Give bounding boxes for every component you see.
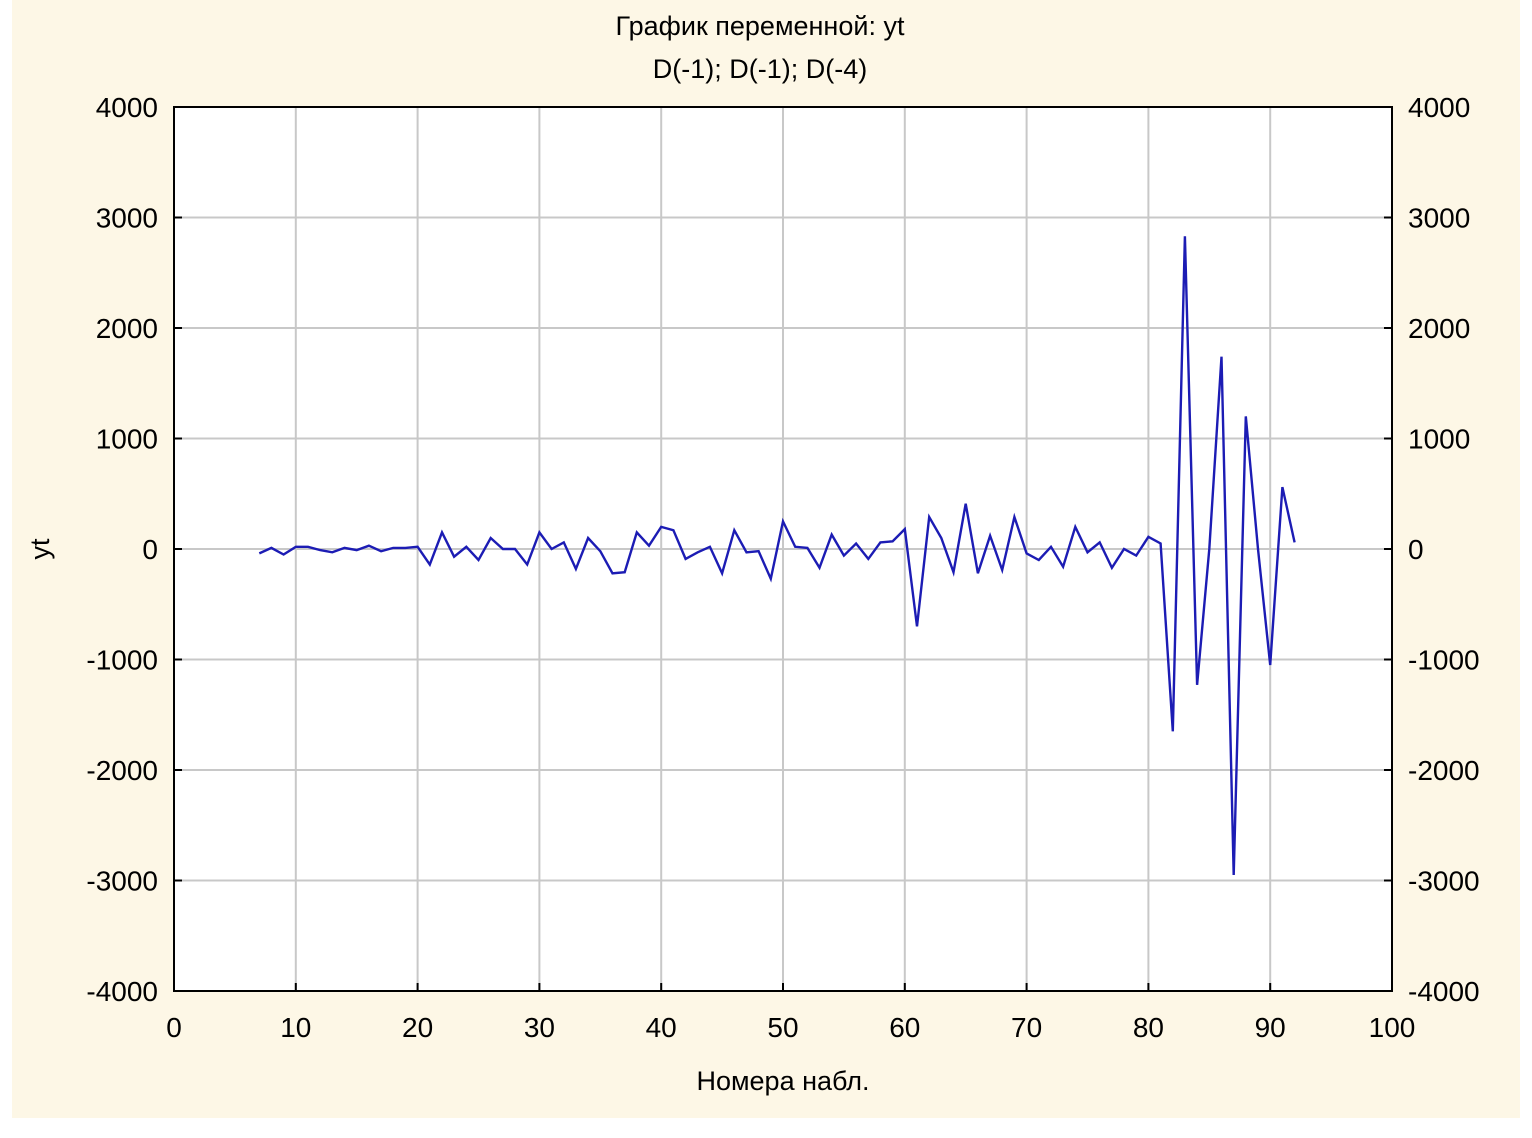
series-layer — [258, 236, 1296, 876]
series-line — [258, 236, 1296, 876]
x-tick-label: 10 — [280, 1012, 311, 1043]
x-axis-label: Номера набл. — [696, 1066, 869, 1096]
y-tick-label-left: 3000 — [96, 203, 158, 234]
y-tick-label-right: 2000 — [1408, 313, 1470, 344]
y-tick-label-left: 0 — [142, 534, 158, 565]
chart-subtitle: D(-1); D(-1); D(-4) — [653, 54, 867, 84]
y-tick-label-right: 4000 — [1408, 92, 1470, 123]
x-tick-label: 60 — [889, 1012, 920, 1043]
y-tick-label-right: -4000 — [1408, 976, 1480, 1007]
y-tick-label-left: 4000 — [96, 92, 158, 123]
chart-title: График переменной: yt — [616, 11, 905, 41]
y-tick-label-left: 2000 — [96, 313, 158, 344]
y-tick-label-right: -1000 — [1408, 645, 1480, 676]
x-tick-label: 30 — [524, 1012, 555, 1043]
x-tick-label: 100 — [1369, 1012, 1416, 1043]
x-tick-label: 70 — [1011, 1012, 1042, 1043]
y-tick-label-left: -2000 — [86, 755, 158, 786]
y-tick-label-left: 1000 — [96, 424, 158, 455]
grid-lines — [174, 107, 1392, 991]
x-tick-label: 20 — [402, 1012, 433, 1043]
x-tick-label: 0 — [166, 1012, 182, 1043]
x-tick-label: 50 — [767, 1012, 798, 1043]
y-tick-label-right: -2000 — [1408, 755, 1480, 786]
y-tick-label-left: -3000 — [86, 866, 158, 897]
x-tick-label: 80 — [1133, 1012, 1164, 1043]
y-tick-label-left: -1000 — [86, 645, 158, 676]
y-tick-label-right: -3000 — [1408, 866, 1480, 897]
y-tick-label-right: 1000 — [1408, 424, 1470, 455]
y-tick-label-left: -4000 — [86, 976, 158, 1007]
y-axis-label: yt — [25, 538, 55, 560]
x-tick-label: 90 — [1255, 1012, 1286, 1043]
axis-ticks: 0 10 20 30 40 50 60 70 80 90 100 4000 4000 3000 3000 20… — [86, 92, 1479, 1043]
y-tick-label-right: 0 — [1408, 534, 1424, 565]
x-tick-label: 40 — [646, 1012, 677, 1043]
y-tick-label-right: 3000 — [1408, 203, 1470, 234]
